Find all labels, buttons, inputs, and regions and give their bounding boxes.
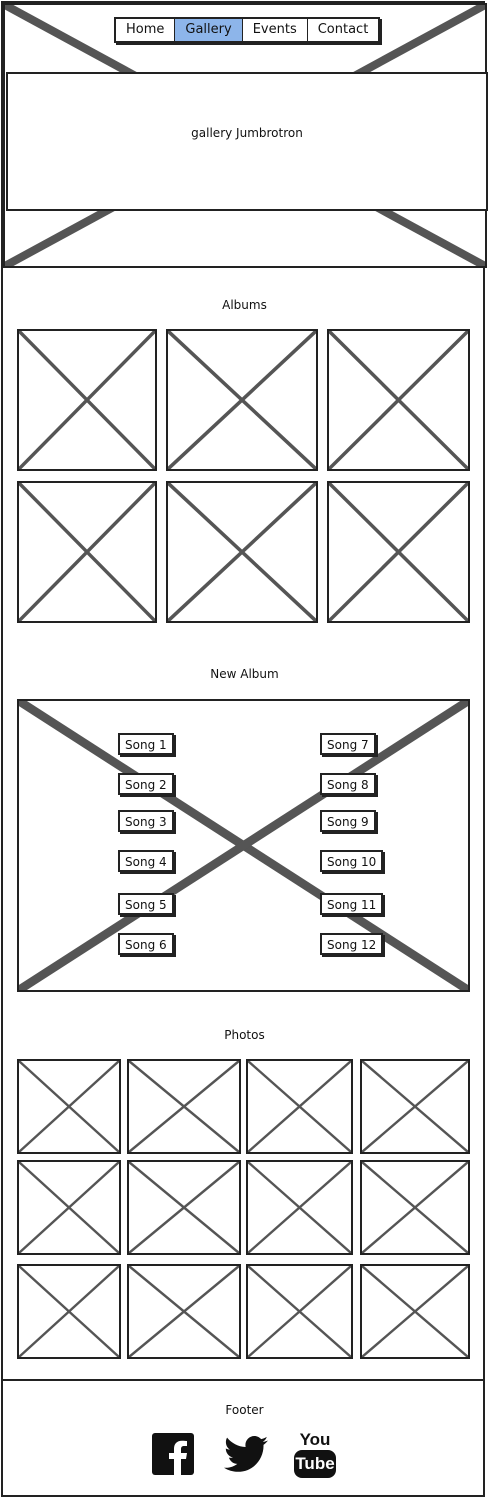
new-album-title: New Album <box>210 667 279 681</box>
song-button[interactable]: Song 10 <box>320 850 384 872</box>
album-image-placeholder <box>327 329 470 471</box>
twitter-icon[interactable] <box>223 1436 268 1474</box>
album-image-placeholder <box>17 329 157 471</box>
song-button[interactable]: Song 9 <box>320 810 376 832</box>
photo-image-placeholder <box>127 1264 241 1359</box>
album-image-placeholder <box>327 481 470 623</box>
song-button[interactable]: Song 2 <box>118 773 174 795</box>
jumbotron-text: gallery Jumbrotron <box>191 126 303 140</box>
album-image-placeholder <box>17 481 157 623</box>
song-button[interactable]: Song 6 <box>118 933 174 955</box>
song-button[interactable]: Song 7 <box>320 733 376 755</box>
album-image-placeholder <box>166 329 318 471</box>
song-button[interactable]: Song 5 <box>118 893 174 915</box>
footer-title: Footer <box>225 1403 264 1417</box>
photo-image-placeholder <box>127 1059 241 1154</box>
tab-gallery[interactable]: Gallery <box>175 19 243 41</box>
photo-image-placeholder <box>360 1059 470 1154</box>
photo-image-placeholder <box>246 1160 353 1255</box>
youtube-icon[interactable]: You Tube <box>294 1430 336 1480</box>
photo-image-placeholder <box>360 1264 470 1359</box>
song-button[interactable]: Song 8 <box>320 773 376 795</box>
facebook-icon[interactable] <box>152 1433 194 1475</box>
footer-divider <box>1 1379 485 1381</box>
main-nav: Home Gallery Events Contact <box>114 17 381 43</box>
tab-home[interactable]: Home <box>116 19 176 41</box>
song-button[interactable]: Song 12 <box>320 933 384 955</box>
photo-image-placeholder <box>246 1264 353 1359</box>
new-album-image-placeholder <box>17 699 470 992</box>
song-button[interactable]: Song 3 <box>118 810 174 832</box>
photo-image-placeholder <box>127 1160 241 1255</box>
photo-image-placeholder <box>17 1059 121 1154</box>
photo-image-placeholder <box>360 1160 470 1255</box>
youtube-tube-text: Tube <box>294 1450 336 1478</box>
photo-image-placeholder <box>17 1264 121 1359</box>
tab-contact[interactable]: Contact <box>317 22 369 37</box>
jumbotron: gallery Jumbrotron <box>6 72 488 211</box>
photo-image-placeholder <box>17 1160 121 1255</box>
song-button[interactable]: Song 1 <box>118 733 174 755</box>
song-button[interactable]: Song 11 <box>320 893 384 915</box>
albums-title: Albums <box>222 298 267 312</box>
photos-title: Photos <box>224 1028 265 1042</box>
youtube-you-text: You <box>299 1430 331 1449</box>
photo-image-placeholder <box>246 1059 353 1154</box>
tab-events[interactable]: Events <box>243 19 308 41</box>
album-image-placeholder <box>166 481 318 623</box>
song-button[interactable]: Song 4 <box>118 850 174 872</box>
